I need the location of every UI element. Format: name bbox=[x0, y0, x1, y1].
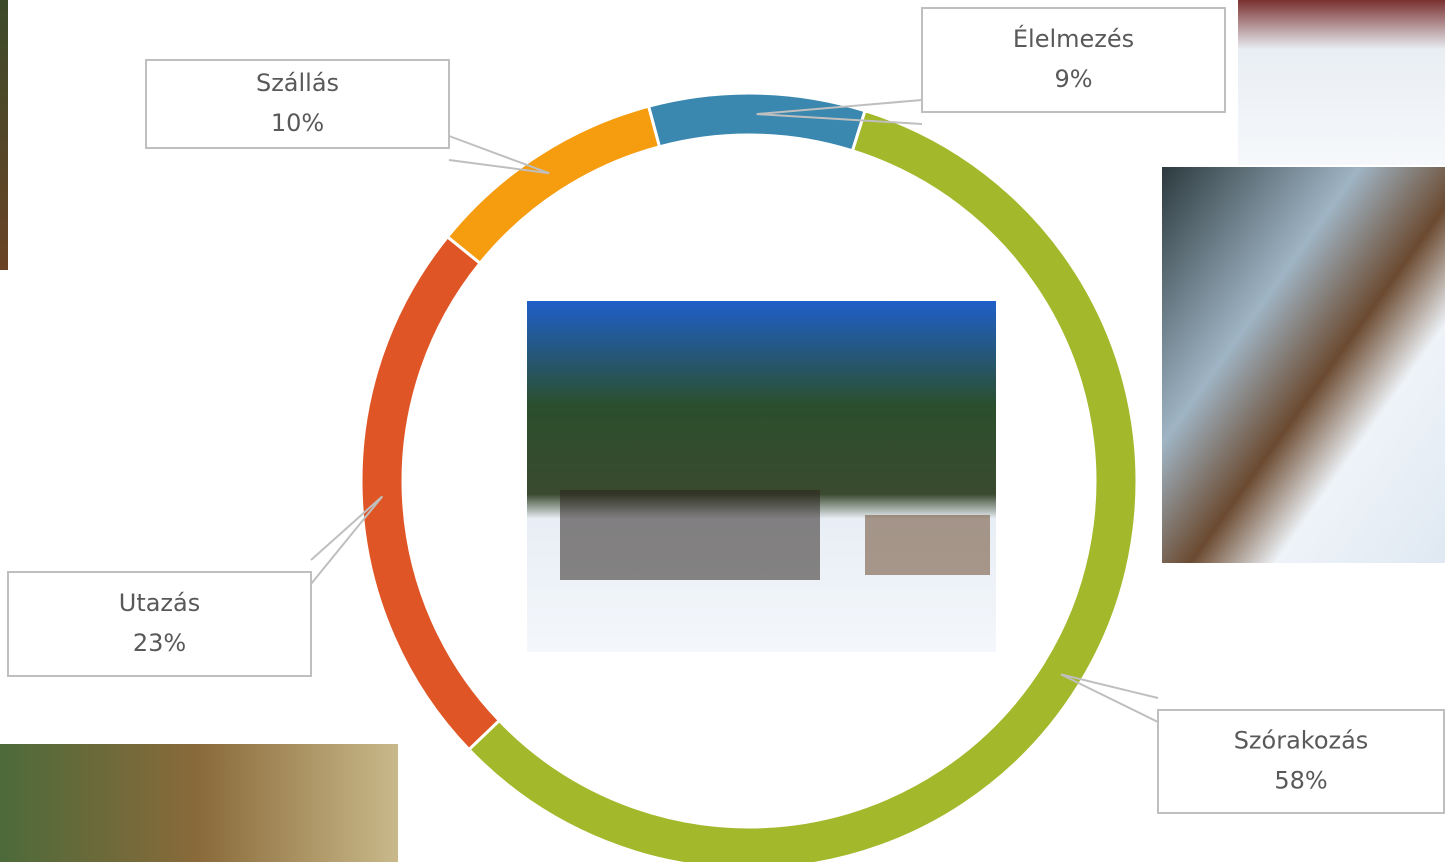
photo bbox=[527, 301, 996, 652]
category-label: Utazás bbox=[119, 589, 201, 617]
photo-detail bbox=[560, 490, 820, 580]
category-label: Élelmezés bbox=[1013, 24, 1134, 53]
page: Élelmezés 9% Szórakozás 58% Utazás 23% Szállás… bbox=[0, 0, 1445, 862]
photo bbox=[0, 744, 398, 862]
photo bbox=[1162, 167, 1445, 563]
donut-slice bbox=[649, 93, 865, 151]
donut-slice bbox=[361, 237, 499, 750]
label-box bbox=[1158, 710, 1444, 813]
label-box bbox=[922, 8, 1225, 112]
photo bbox=[0, 0, 8, 270]
leader-line bbox=[1061, 674, 1158, 722]
photo-detail bbox=[865, 515, 990, 575]
donut-slice bbox=[447, 106, 659, 263]
photo bbox=[1238, 0, 1445, 165]
category-label: Szórakozás bbox=[1234, 727, 1369, 755]
value-label: 10% bbox=[271, 109, 324, 137]
leader-line bbox=[449, 136, 549, 173]
label-box bbox=[8, 572, 311, 676]
value-label: 23% bbox=[133, 629, 186, 657]
value-label: 9% bbox=[1054, 65, 1092, 93]
value-label: 58% bbox=[1274, 767, 1327, 795]
chart: Élelmezés 9% Szórakozás 58% Utazás 23% Szállás… bbox=[0, 0, 1445, 862]
category-label: Szállás bbox=[256, 69, 339, 97]
